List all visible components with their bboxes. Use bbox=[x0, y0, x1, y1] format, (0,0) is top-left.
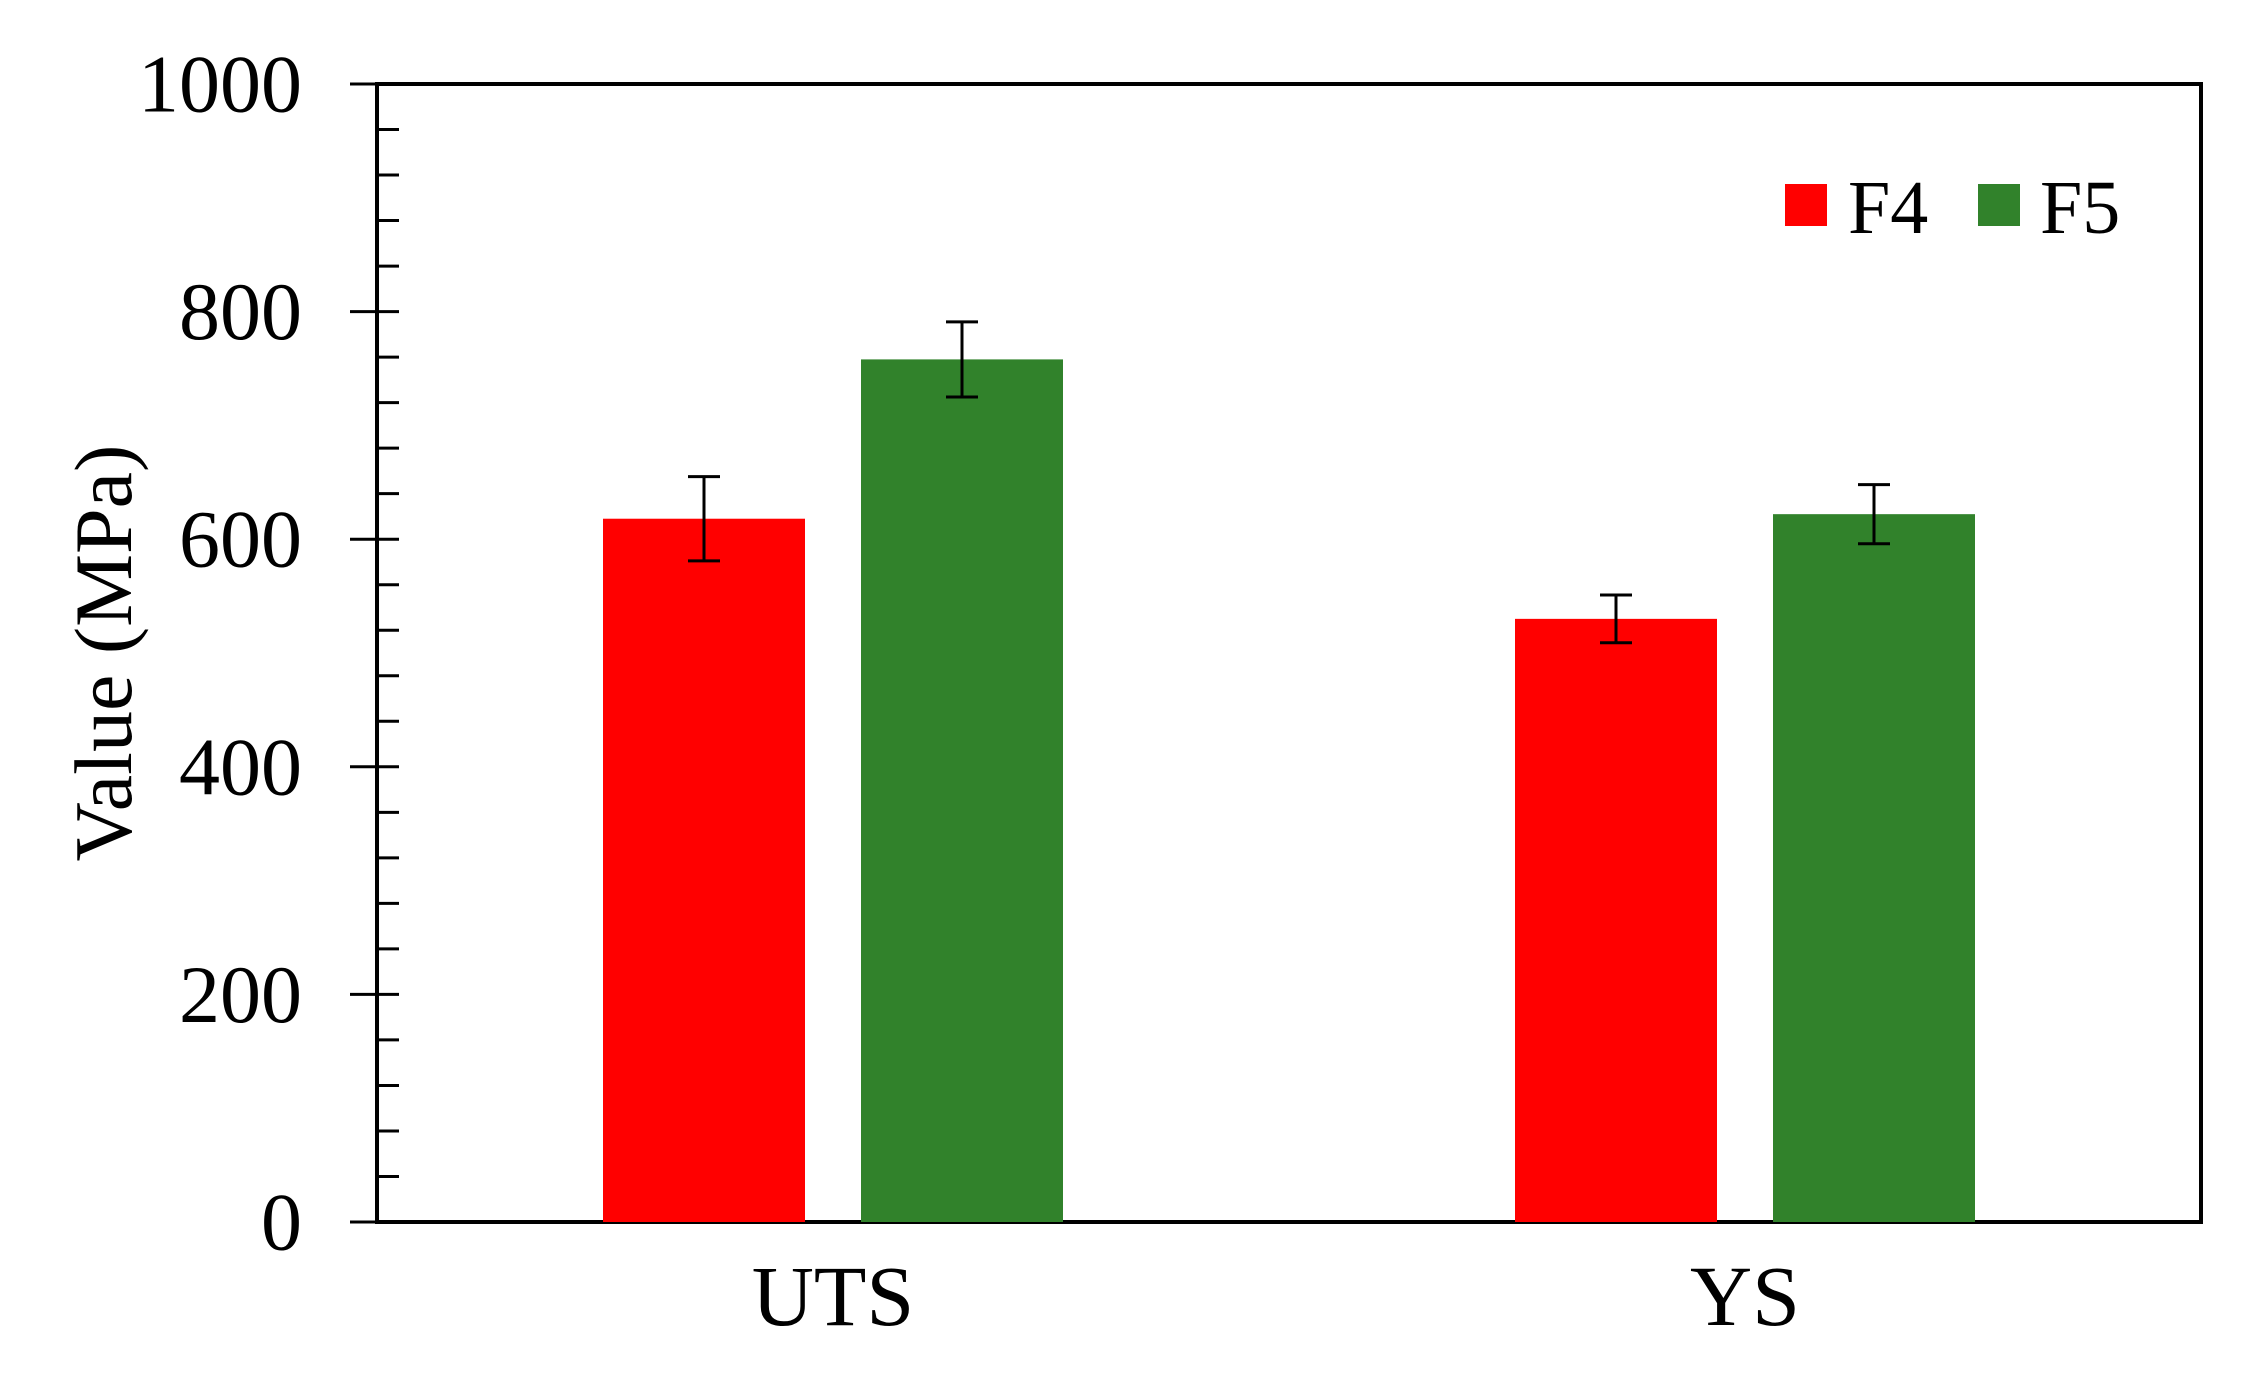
y-tick-label: 800 bbox=[179, 266, 302, 357]
x-category-label: YS bbox=[1690, 1248, 1800, 1344]
category-labels: UTS YS bbox=[752, 1248, 1800, 1344]
bars bbox=[603, 359, 1975, 1222]
y-tick-label: 1000 bbox=[138, 39, 302, 130]
x-category-label: UTS bbox=[752, 1248, 914, 1344]
y-axis-title: Value (MPa) bbox=[58, 445, 149, 862]
y-tick-label: 600 bbox=[179, 494, 302, 585]
y-tick-label: 0 bbox=[261, 1177, 302, 1268]
error-bars bbox=[688, 320, 1890, 645]
y-tick-label: 400 bbox=[179, 721, 302, 812]
legend-swatch-f4 bbox=[1785, 184, 1827, 226]
bar-f4-uts bbox=[603, 518, 805, 1222]
bar-f4-ys bbox=[1515, 618, 1717, 1222]
bar-f5-ys bbox=[1773, 514, 1975, 1222]
legend-label-f4: F4 bbox=[1848, 166, 1928, 250]
legend-label-f5: F5 bbox=[2040, 166, 2120, 250]
minor-ticks bbox=[377, 82, 399, 1224]
legend-swatch-f5 bbox=[1978, 184, 2020, 226]
y-tick-label: 200 bbox=[179, 949, 302, 1040]
legend: F4 F5 bbox=[1785, 166, 2120, 250]
bar-f5-uts bbox=[861, 359, 1063, 1222]
major-ticks: 0 200 400 600 800 1000 bbox=[138, 39, 377, 1268]
